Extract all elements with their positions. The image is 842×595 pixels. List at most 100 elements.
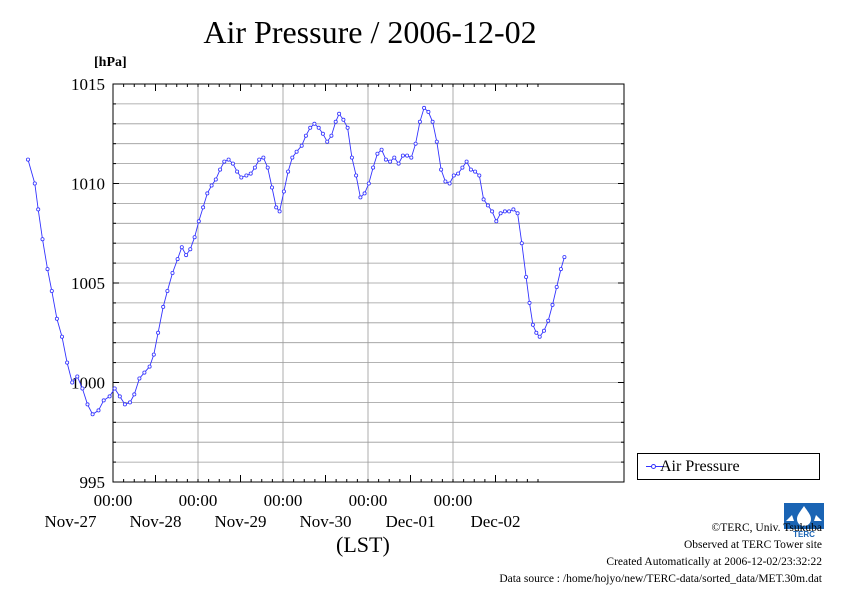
data-point <box>562 255 567 260</box>
data-point <box>25 157 30 162</box>
series-air-pressure <box>25 105 567 417</box>
data-point <box>175 257 180 262</box>
data-point <box>515 211 520 216</box>
data-point <box>383 157 388 162</box>
x-date-label: Nov-28 <box>130 512 182 531</box>
data-point <box>45 267 50 272</box>
legend-label: Air Pressure <box>660 458 740 475</box>
data-point <box>530 322 535 327</box>
data-point <box>274 205 279 210</box>
data-point <box>366 181 371 186</box>
data-point <box>179 245 184 250</box>
data-point <box>417 119 422 124</box>
y-tick-label: 1005 <box>71 274 105 293</box>
data-point <box>261 155 266 160</box>
data-point <box>439 167 444 172</box>
data-point <box>248 171 253 176</box>
x-date-label: Dec-01 <box>385 512 435 531</box>
data-point <box>375 151 380 156</box>
data-point <box>201 205 206 210</box>
terc-logo: TERC <box>784 503 824 539</box>
data-point <box>101 398 106 403</box>
data-point <box>477 173 482 178</box>
data-point <box>426 109 431 114</box>
data-point <box>165 288 170 293</box>
data-point <box>96 408 101 413</box>
data-point <box>519 241 524 246</box>
data-point <box>358 195 363 200</box>
data-point <box>312 121 317 126</box>
data-point <box>239 175 244 180</box>
data-point <box>235 169 240 174</box>
x-time-tick-label: 00:00 <box>434 491 473 510</box>
grid <box>112 84 624 482</box>
footer-source: Data source : /home/hojyo/new/TERC-data/… <box>499 573 822 585</box>
footer-copyright: ©TERC, Univ. Tsukuba <box>711 522 822 534</box>
data-point <box>502 209 507 214</box>
data-point <box>413 141 418 146</box>
y-tick-label: 1010 <box>71 175 105 194</box>
data-point <box>460 165 465 170</box>
data-point <box>524 274 529 279</box>
data-point <box>252 165 257 170</box>
data-point <box>184 253 189 258</box>
data-point <box>299 143 304 148</box>
data-point <box>481 197 486 202</box>
data-point <box>80 386 85 391</box>
data-point <box>456 171 461 176</box>
data-point <box>430 119 435 124</box>
data-point <box>392 155 397 160</box>
data-point <box>498 211 503 216</box>
data-point <box>550 302 555 307</box>
data-point <box>90 412 95 417</box>
data-point <box>218 167 223 172</box>
x-time-tick-label: 00:00 <box>264 491 303 510</box>
x-date-label: Dec-02 <box>470 512 520 531</box>
data-point <box>75 374 80 379</box>
data-point <box>122 402 127 407</box>
data-point <box>32 181 37 186</box>
data-point <box>400 153 405 158</box>
data-point <box>213 177 218 182</box>
data-point <box>534 330 539 335</box>
data-point <box>396 161 401 166</box>
data-point <box>85 402 90 407</box>
data-point <box>49 288 54 293</box>
data-point <box>443 179 448 184</box>
data-point <box>473 169 478 174</box>
x-time-tick-label: 00:00 <box>179 491 218 510</box>
legend-swatch <box>646 464 664 469</box>
data-point <box>371 165 376 170</box>
y-tick-label: 995 <box>80 473 106 492</box>
data-point <box>137 376 142 381</box>
data-point <box>362 191 367 196</box>
data-point <box>507 209 512 214</box>
data-point <box>341 117 346 122</box>
data-point <box>36 207 41 212</box>
data-point <box>490 209 495 214</box>
data-point <box>546 318 551 323</box>
data-point <box>60 334 65 339</box>
data-point <box>281 189 286 194</box>
data-point <box>269 185 274 190</box>
data-point <box>485 203 490 208</box>
data-point <box>451 173 456 178</box>
data-point <box>537 334 542 339</box>
data-point <box>40 237 45 242</box>
data-point <box>257 157 262 162</box>
data-point <box>333 119 338 124</box>
data-point <box>230 161 235 166</box>
data-point <box>244 173 249 178</box>
data-point <box>147 364 152 369</box>
data-point <box>265 165 270 170</box>
data-point <box>308 125 313 130</box>
data-point <box>542 328 547 333</box>
x-axis-label: (LST) <box>336 532 390 557</box>
data-point <box>468 167 473 172</box>
data-point <box>142 370 147 375</box>
tick-marks <box>112 83 624 483</box>
data-point <box>290 155 295 160</box>
data-point <box>70 380 75 385</box>
data-point <box>170 270 175 275</box>
x-date-label: Nov-29 <box>215 512 267 531</box>
